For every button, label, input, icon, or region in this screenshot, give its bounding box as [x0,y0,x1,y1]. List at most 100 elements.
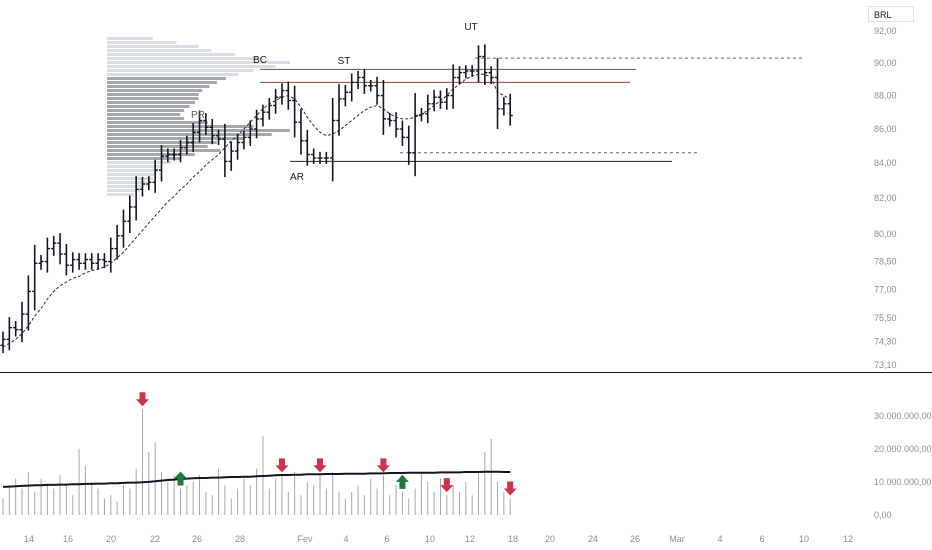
price-bar [133,176,139,221]
annotation-bc: BC [253,55,267,66]
price-tick-label: 88,00 [874,91,897,101]
profile-row [107,65,276,68]
price-bar [32,244,38,311]
price-bar [285,81,291,110]
volume-axis[interactable]: 30.000.000,00 20.000.000,00 10.000.000,00 0… [874,411,932,520]
price-bar [463,65,469,79]
arrow-down-icon [313,458,327,473]
price-bar [330,98,336,182]
price-bar [95,253,101,270]
price-bar [63,244,69,276]
price-bar [292,85,298,138]
price-bar [361,69,367,94]
price-tick-label: 82,00 [874,193,897,203]
price-bar [209,118,215,145]
profile-row [107,37,153,40]
profile-row [107,125,254,128]
currency-label[interactable]: BRL [868,6,914,22]
price-axis[interactable]: 92,00 90,00 88,00 86,00 84,00 82,00 80,00 78,50… [874,26,897,370]
price-bar [165,148,171,163]
time-tick-label: 24 [588,534,598,544]
price-tick-label: 74,30 [874,336,897,346]
price-bar [387,113,393,127]
price-bar [57,233,63,265]
price-bar [254,109,260,139]
time-axis[interactable]: 14 16 20 22 26 28 Fev 4 6 10 12 18 20 24 26 Mar 4 6 10 12 [24,534,853,544]
profile-row [107,117,184,120]
price-bar [501,97,507,116]
price-bar [507,93,513,126]
profile-row [107,73,239,76]
profile-row [107,41,177,44]
profile-row [107,137,245,140]
arrow-down-icon [440,478,454,493]
price-bar [342,84,348,107]
price-bars [0,44,513,354]
profile-row [107,121,208,124]
volume-tick-label: 30.000.000,00 [874,411,932,421]
price-bar [19,301,25,343]
price-bar [323,151,329,164]
price-tick-label: 92,00 [874,26,897,36]
profile-row [107,81,217,84]
price-bar [266,98,272,120]
time-tick-label: 20 [545,534,555,544]
price-bar [184,135,190,155]
profile-row [107,45,199,48]
price-tick-label: 90,00 [874,58,897,68]
arrow-up-icon [395,474,409,489]
profile-row [107,77,226,80]
profile-row [107,93,199,96]
profile-row [107,145,208,148]
price-bar [203,113,209,135]
price-bar [171,148,177,161]
price-bar [70,252,76,273]
price-bar [482,44,488,85]
annotation-pr: PR [191,110,205,121]
price-bar [13,321,19,337]
price-tick-label: 78,50 [874,257,897,267]
time-tick-label: 10 [425,534,435,544]
price-bar [273,89,279,114]
time-tick-label: 16 [63,534,73,544]
annotation-ar: AR [290,172,304,183]
profile-row [107,109,184,112]
profile-row [107,113,181,116]
signal-arrows [135,392,517,496]
price-bar [412,93,418,177]
price-bar [418,108,425,122]
arrow-up-icon [174,471,188,486]
price-bar [393,112,399,138]
profile-row [107,181,148,184]
price-bar [152,159,158,193]
arrow-down-icon [275,458,289,473]
profile-row [107,165,162,168]
price-bar [444,88,450,110]
annotation-st: ST [338,56,351,67]
price-tick-label: 80,00 [874,229,897,239]
price-bar [114,224,120,260]
profile-row [107,57,263,60]
price-bar [101,253,108,268]
profile-row [107,105,190,108]
price-bar [425,94,431,124]
time-tick-label: 14 [24,534,34,544]
price-bar [317,151,323,164]
time-tick-label: 28 [235,534,245,544]
time-tick-label: 26 [192,534,202,544]
price-bar [0,331,6,354]
price-bar [44,237,50,273]
profile-row [107,193,135,196]
price-bar [190,123,196,152]
price-bar [76,253,82,270]
profile-row [107,97,199,100]
wyckoff-annotations: BC ST UT PR AR [191,22,478,183]
price-bar [108,237,114,273]
profile-row [107,169,159,172]
time-tick-label: 18 [508,534,518,544]
annotation-ut: UT [464,22,477,33]
time-tick-label: 4 [343,534,348,544]
price-bar [25,275,31,331]
price-bar [158,145,165,182]
